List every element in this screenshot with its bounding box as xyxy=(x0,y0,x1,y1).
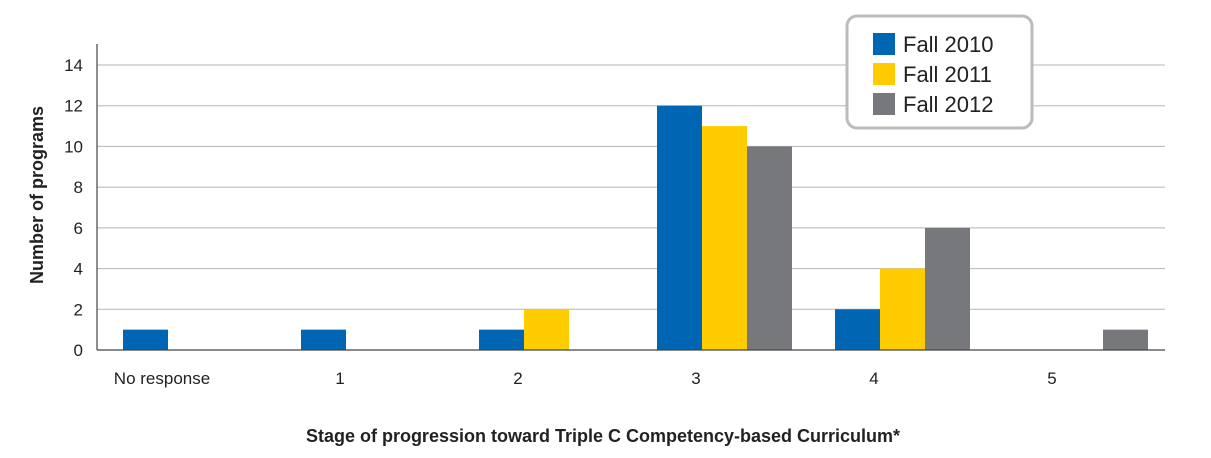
legend-swatch xyxy=(873,33,895,55)
x-tick-label: 1 xyxy=(335,369,344,388)
bar xyxy=(925,227,970,350)
bar xyxy=(301,329,346,350)
x-tick-label: 4 xyxy=(869,369,878,388)
y-tick-label: 14 xyxy=(64,56,83,75)
bar xyxy=(524,309,569,350)
bar xyxy=(702,126,747,350)
x-tick-label: 5 xyxy=(1047,369,1056,388)
bar xyxy=(747,146,792,350)
x-axis-title: Stage of progression toward Triple C Com… xyxy=(306,426,900,446)
legend-label: Fall 2011 xyxy=(903,62,992,87)
bar xyxy=(657,105,702,350)
legend-swatch xyxy=(873,93,895,115)
bar xyxy=(1103,329,1148,350)
bar xyxy=(880,268,925,350)
y-tick-label: 2 xyxy=(74,300,83,319)
x-tick-label: 3 xyxy=(691,369,700,388)
gridlines xyxy=(97,64,1165,310)
bars xyxy=(123,105,1148,350)
x-tick-label: No response xyxy=(114,369,210,388)
legend-swatch xyxy=(873,63,895,85)
legend-label: Fall 2010 xyxy=(903,32,994,57)
x-tick-label: 2 xyxy=(513,369,522,388)
legend: Fall 2010 Fall 2011 Fall 2012 xyxy=(845,14,1034,130)
y-tick-labels: 0 2 4 6 8 10 12 14 xyxy=(64,56,83,360)
y-axis-title: Number of programs xyxy=(27,106,47,284)
bar xyxy=(835,309,880,350)
legend-label: Fall 2012 xyxy=(903,92,994,117)
bar xyxy=(479,329,524,350)
x-tick-labels: No response 1 2 3 4 5 xyxy=(114,369,1057,388)
y-tick-label: 8 xyxy=(74,178,83,197)
y-tick-label: 6 xyxy=(74,219,83,238)
y-tick-label: 10 xyxy=(64,137,83,156)
bar xyxy=(123,329,168,350)
y-tick-label: 0 xyxy=(74,341,83,360)
y-tick-label: 4 xyxy=(74,260,83,279)
y-tick-label: 12 xyxy=(64,97,83,116)
